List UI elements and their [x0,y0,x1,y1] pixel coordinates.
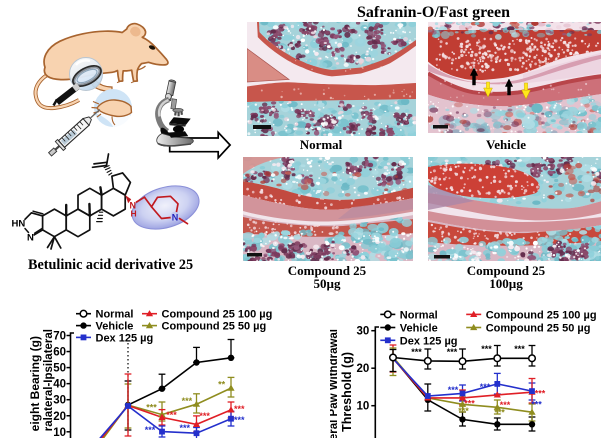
svg-text:10: 10 [357,401,370,413]
svg-text:ateral Paw Withdrawal: ateral Paw Withdrawal [330,329,340,438]
svg-text:***: *** [535,389,546,399]
svg-text:H: H [131,209,137,219]
svg-text:***: *** [146,402,157,412]
svg-text:Threshold (g): Threshold (g) [340,352,354,432]
svg-text:***: *** [182,396,193,406]
svg-text:***: *** [234,415,245,425]
svg-text:Compound 25 50 µg: Compound 25 50 µg [486,323,591,335]
svg-text:30: 30 [53,395,66,407]
svg-text:N: N [172,212,179,222]
svg-text:Normal: Normal [96,309,134,321]
svg-text:HN: HN [12,219,26,230]
svg-text:Vehicle: Vehicle [400,323,438,335]
svg-text:ralateral-Ipsilateral: ralateral-Ipsilateral [43,329,55,431]
svg-text:Compound 25 100 µg: Compound 25 100 µg [162,309,273,321]
svg-text:***: *** [179,423,190,433]
svg-text:***: *** [145,425,156,435]
svg-text:***: *** [234,404,245,414]
svg-text:Compound 25 50 µg: Compound 25 50 µg [162,321,267,333]
svg-text:***: *** [500,400,511,410]
svg-text:Normal: Normal [400,309,438,321]
svg-text:70: 70 [53,331,66,343]
svg-text:20: 20 [53,411,66,423]
svg-text:30: 30 [357,326,370,338]
svg-text:***: *** [166,410,177,420]
svg-text:***: *** [481,344,492,354]
svg-text:***: *** [531,400,542,410]
svg-text:Compound 25 100 µg: Compound 25 100 µg [486,309,597,321]
svg-text:***: *** [447,347,458,357]
svg-text:50: 50 [53,363,66,375]
svg-text:**: ** [218,379,226,389]
svg-text:***: *** [448,385,459,395]
svg-text:10: 10 [53,427,66,438]
svg-text:***: *** [480,382,491,392]
svg-text:***: *** [464,399,475,409]
svg-text:N: N [27,233,34,244]
svg-text:Vehicle: Vehicle [96,321,134,333]
svg-text:60: 60 [53,347,66,359]
svg-text:***: *** [199,411,210,421]
svg-text:***: *** [514,344,525,354]
svg-text:Dex 125 µg: Dex 125 µg [96,332,154,344]
svg-text:40: 40 [53,379,66,391]
svg-text:eight Bearing (g): eight Bearing (g) [28,336,42,431]
svg-text:***: *** [494,408,505,418]
svg-text:20: 20 [357,363,370,375]
svg-text:Dex 125 µg: Dex 125 µg [400,335,458,347]
svg-text:***: *** [411,347,422,357]
svg-text:***: *** [458,406,469,416]
svg-text:N: N [130,201,137,211]
